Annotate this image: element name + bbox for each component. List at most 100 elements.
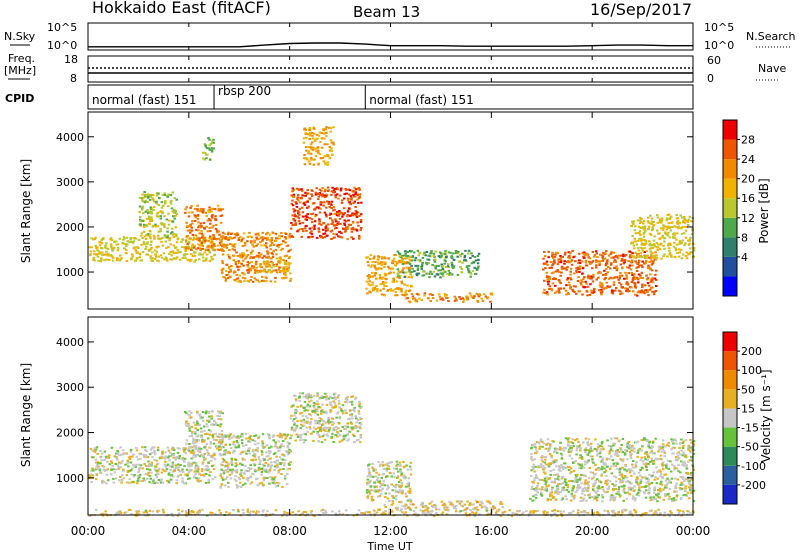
heatmap-cell [121, 479, 124, 481]
heatmap-cell [666, 256, 669, 258]
heatmap-cell [325, 216, 328, 218]
heatmap-cell [175, 246, 178, 248]
heatmap-cell [238, 437, 241, 439]
heatmap-cell [273, 244, 276, 246]
heatmap-cell [320, 157, 323, 159]
heatmap-cell [605, 250, 608, 252]
heatmap-cell [579, 262, 582, 264]
heatmap-cell [404, 250, 407, 252]
heatmap-cell [116, 257, 119, 259]
heatmap-cell [323, 129, 326, 131]
heatmap-cell [182, 447, 185, 449]
heatmap-cell [338, 417, 341, 419]
heatmap-cell [460, 505, 463, 507]
heatmap-cell [368, 468, 371, 470]
heatmap-cell [392, 262, 395, 264]
heatmap-cell [197, 435, 200, 437]
heatmap-cell [267, 433, 270, 435]
heatmap-cell [166, 219, 169, 221]
heatmap-cell [395, 291, 398, 293]
heatmap-cell [192, 449, 195, 451]
heatmap-cell [212, 245, 215, 247]
heatmap-cell [99, 472, 102, 474]
heatmap-cell [351, 428, 354, 430]
heatmap-cell [464, 256, 467, 258]
heatmap-cell [353, 435, 356, 437]
heatmap-cell [429, 503, 432, 505]
heatmap-cell [283, 464, 286, 466]
heatmap-cell [329, 217, 332, 219]
heatmap-cell [213, 249, 216, 251]
heatmap-cell [164, 201, 167, 203]
heatmap-cell [332, 144, 335, 146]
heatmap-cell [280, 473, 283, 475]
heatmap-cell [435, 507, 438, 509]
heatmap-cell [373, 256, 376, 258]
heatmap-cell [599, 456, 602, 458]
heatmap-cell [212, 454, 215, 456]
heatmap-cell [530, 456, 533, 458]
heatmap-cell [332, 429, 335, 431]
heatmap-cell [652, 442, 655, 444]
heatmap-cell [171, 231, 174, 233]
heatmap-cell [142, 251, 145, 253]
heatmap-cell [455, 252, 458, 254]
heatmap-cell [149, 233, 152, 235]
heatmap-cell [619, 474, 622, 476]
heatmap-cell [310, 418, 313, 420]
heatmap-cell [398, 270, 401, 272]
heatmap-cell [285, 266, 288, 268]
heatmap-cell [398, 491, 401, 493]
heatmap-cell [676, 252, 679, 254]
heatmap-cell [298, 400, 301, 402]
heatmap-cell [573, 291, 576, 293]
heatmap-cell [215, 433, 218, 435]
heatmap-cell [245, 433, 248, 435]
heatmap-cell [639, 291, 642, 293]
heatmap-cell [166, 227, 169, 229]
heatmap-cell [348, 431, 351, 433]
heatmap-cell [287, 442, 290, 444]
heatmap-cell [117, 243, 120, 245]
heatmap-cell [321, 404, 324, 406]
heatmap-cell [262, 443, 265, 445]
heatmap-cell [241, 433, 244, 435]
heatmap-cell [228, 249, 231, 251]
heatmap-cell [165, 256, 168, 258]
heatmap-cell [342, 426, 345, 428]
heatmap-cell [126, 482, 129, 484]
heatmap-cell [220, 448, 223, 450]
heatmap-cell [350, 236, 353, 238]
heatmap-cell [396, 287, 399, 289]
heatmap-cell [157, 447, 160, 449]
heatmap-cell [334, 434, 337, 436]
heatmap-cell [405, 252, 408, 254]
heatmap-cell [219, 209, 222, 211]
heatmap-cell [621, 258, 624, 260]
heatmap-cell [399, 468, 402, 470]
heatmap-cell [151, 462, 154, 464]
heatmap-cell [139, 206, 142, 208]
heatmap-cell [251, 261, 254, 263]
heatmap-cell [121, 460, 124, 462]
heatmap-cell [158, 256, 161, 258]
heatmap-cell [220, 454, 223, 456]
heatmap-cell [252, 439, 255, 441]
heatmap-cell [342, 214, 345, 216]
heatmap-cell [210, 142, 213, 144]
heatmap-cell [340, 189, 343, 191]
heatmap-cell [456, 256, 459, 258]
heatmap-cell [154, 258, 157, 260]
heatmap-cell [334, 213, 337, 215]
heatmap-cell [244, 451, 247, 453]
heatmap-cell [162, 205, 165, 207]
heatmap-cell [141, 194, 144, 196]
heatmap-cell [640, 221, 643, 223]
heatmap-cell [136, 480, 139, 482]
heatmap-cell [600, 293, 603, 295]
heatmap-cell [374, 272, 377, 274]
heatmap-cell [580, 500, 583, 502]
heatmap-cell [327, 187, 330, 189]
heatmap-cell [239, 275, 242, 277]
heatmap-cell [205, 473, 208, 475]
